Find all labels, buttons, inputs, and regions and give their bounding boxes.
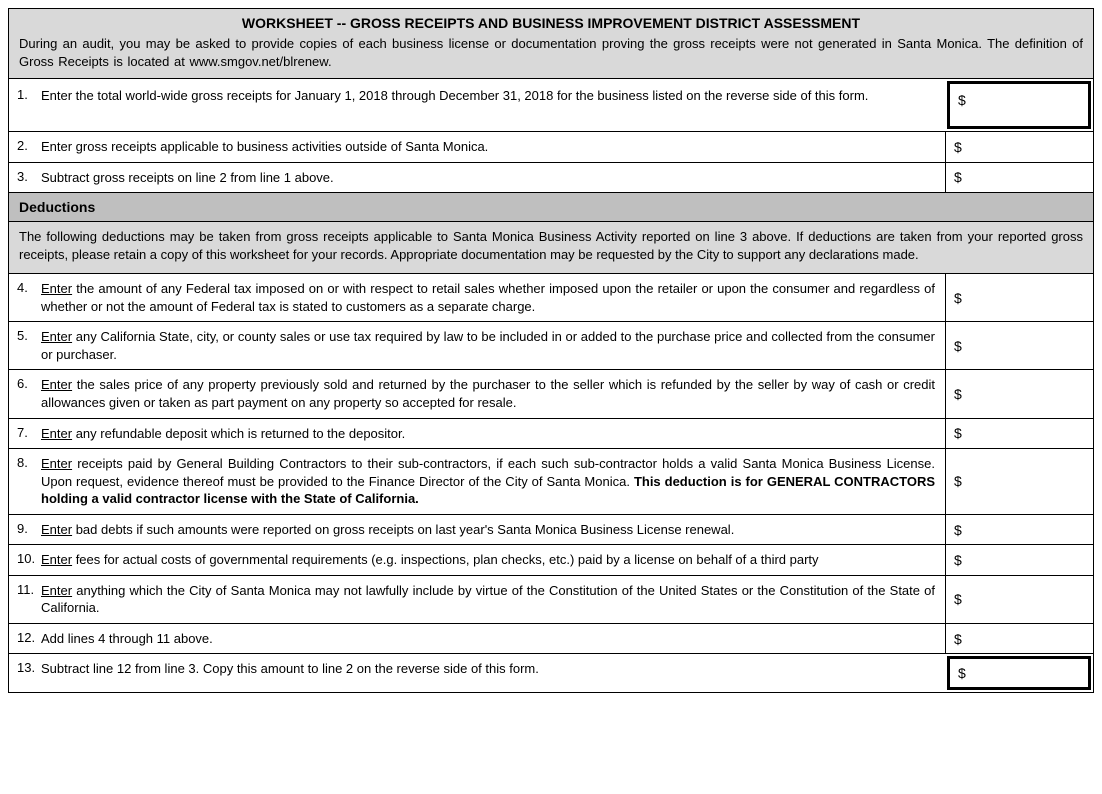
line-11-text: Enter anything which the City of Santa M… [41,576,945,623]
line-2-number: 2. [9,132,41,162]
line-9-text: Enter bad debts if such amounts were rep… [41,515,945,545]
line-7-text: Enter any refundable deposit which is re… [41,419,945,449]
line-5-amount[interactable]: $ [945,322,1093,369]
line-10: 10. Enter fees for actual costs of gover… [9,545,1093,576]
line-2-amount[interactable]: $ [945,132,1093,162]
dollar-sign: $ [954,473,962,489]
line-3-number: 3. [9,163,41,193]
line-10-text: Enter fees for actual costs of governmen… [41,545,945,575]
line-9-number: 9. [9,515,41,545]
line-1-number: 1. [9,79,41,131]
line-4-amount[interactable]: $ [945,274,1093,321]
dollar-sign: $ [954,552,962,568]
line-12: 12. Add lines 4 through 11 above. $ [9,624,1093,655]
line-3: 3. Subtract gross receipts on line 2 fro… [9,163,1093,194]
dollar-sign: $ [954,338,962,354]
dollar-sign: $ [958,665,966,681]
line-3-text: Subtract gross receipts on line 2 from l… [41,163,945,193]
line-7-number: 7. [9,419,41,449]
line-4: 4. Enter the amount of any Federal tax i… [9,274,1093,322]
dollar-sign: $ [958,92,966,108]
line-8-number: 8. [9,449,41,514]
line-12-amount[interactable]: $ [945,624,1093,654]
deductions-body: The following deductions may be taken fr… [9,222,1093,274]
line-13: 13. Subtract line 12 from line 3. Copy t… [9,654,1093,692]
dollar-sign: $ [954,290,962,306]
line-12-text: Add lines 4 through 11 above. [41,624,945,654]
line-5: 5. Enter any California State, city, or … [9,322,1093,370]
dollar-sign: $ [954,386,962,402]
worksheet-container: WORKSHEET -- GROSS RECEIPTS AND BUSINESS… [8,8,1094,693]
line-6-amount[interactable]: $ [945,370,1093,417]
dollar-sign: $ [954,169,962,185]
worksheet-intro: During an audit, you may be asked to pro… [19,35,1083,70]
worksheet-title: WORKSHEET -- GROSS RECEIPTS AND BUSINESS… [19,15,1083,31]
line-6: 6. Enter the sales price of any property… [9,370,1093,418]
deductions-title: Deductions [9,193,1093,222]
line-8-text: Enter receipts paid by General Building … [41,449,945,514]
line-13-number: 13. [9,654,41,692]
line-2: 2. Enter gross receipts applicable to bu… [9,132,1093,163]
worksheet-header: WORKSHEET -- GROSS RECEIPTS AND BUSINESS… [9,9,1093,79]
line-1-amount[interactable]: $ [947,81,1091,129]
line-10-number: 10. [9,545,41,575]
line-5-text: Enter any California State, city, or cou… [41,322,945,369]
line-1: 1. Enter the total world-wide gross rece… [9,79,1093,132]
dollar-sign: $ [954,631,962,647]
line-4-text: Enter the amount of any Federal tax impo… [41,274,945,321]
line-13-amount[interactable]: $ [947,656,1091,690]
line-6-text: Enter the sales price of any property pr… [41,370,945,417]
dollar-sign: $ [954,591,962,607]
line-10-amount[interactable]: $ [945,545,1093,575]
line-7: 7. Enter any refundable deposit which is… [9,419,1093,450]
line-4-number: 4. [9,274,41,321]
line-6-number: 6. [9,370,41,417]
line-9: 9. Enter bad debts if such amounts were … [9,515,1093,546]
line-5-number: 5. [9,322,41,369]
line-9-amount[interactable]: $ [945,515,1093,545]
line-13-text: Subtract line 12 from line 3. Copy this … [41,654,945,692]
dollar-sign: $ [954,425,962,441]
dollar-sign: $ [954,522,962,538]
line-11-amount[interactable]: $ [945,576,1093,623]
line-12-number: 12. [9,624,41,654]
line-7-amount[interactable]: $ [945,419,1093,449]
line-8: 8. Enter receipts paid by General Buildi… [9,449,1093,515]
dollar-sign: $ [954,139,962,155]
line-8-amount[interactable]: $ [945,449,1093,514]
line-11-number: 11. [9,576,41,623]
line-2-text: Enter gross receipts applicable to busin… [41,132,945,162]
line-1-text: Enter the total world-wide gross receipt… [41,79,945,131]
line-11: 11. Enter anything which the City of San… [9,576,1093,624]
line-3-amount[interactable]: $ [945,163,1093,193]
